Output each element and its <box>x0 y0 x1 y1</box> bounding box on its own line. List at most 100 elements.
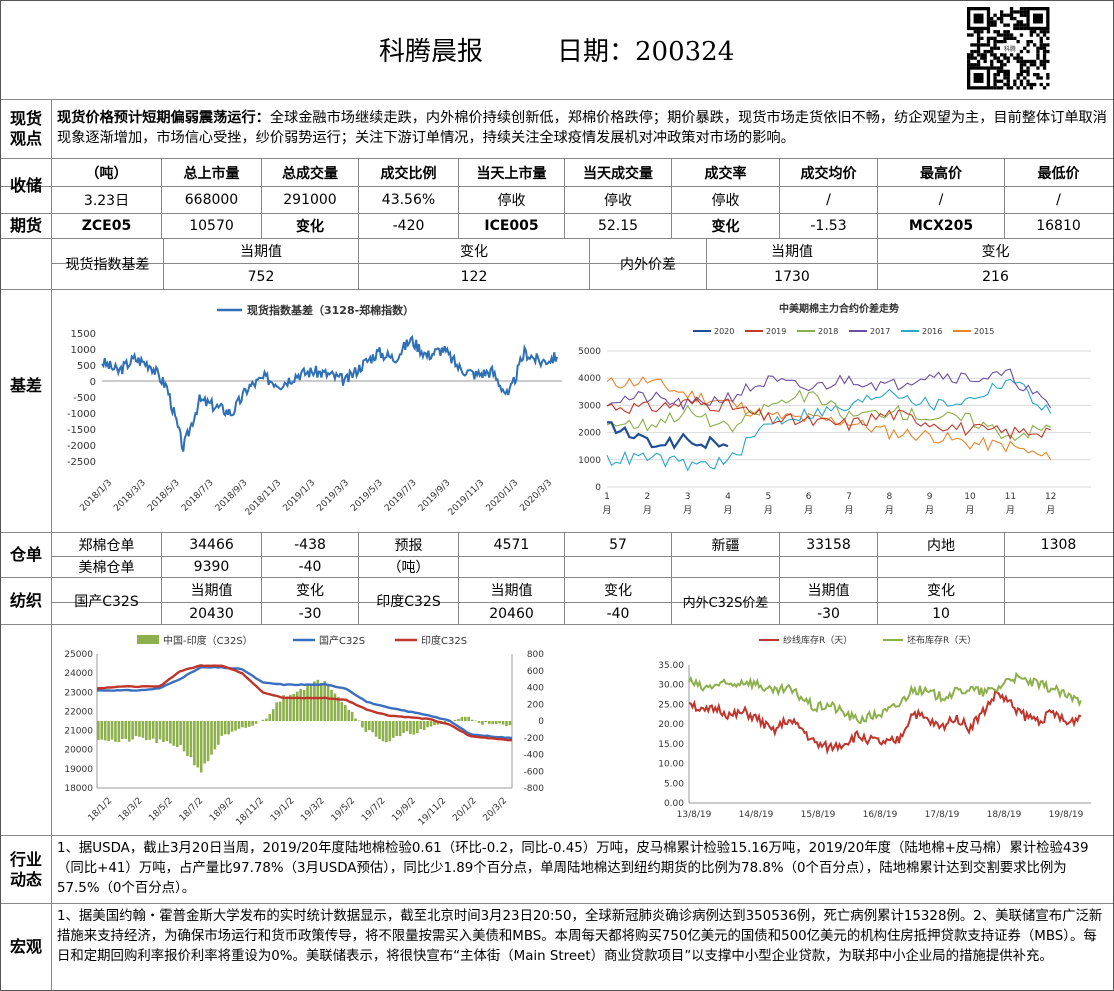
qr-module <box>1019 63 1024 67</box>
qr-module <box>1019 73 1024 77</box>
qr-module <box>996 30 1000 34</box>
bar-mark <box>182 721 186 752</box>
y-tick-label: 5.00 <box>664 779 684 789</box>
qr-module <box>1023 63 1027 67</box>
basis-chart: 1500 1000 500 0 -500 -1000 -1500 -2000 -2500 2018… <box>57 293 567 528</box>
bar-mark <box>145 721 148 741</box>
qr-module <box>1009 53 1014 57</box>
qr-module <box>1026 59 1030 64</box>
qr-module <box>1003 33 1007 37</box>
x-tick-number: 12 <box>1045 492 1056 502</box>
yarn-head-current-1: 当期值 <box>190 583 233 599</box>
futures-value-cell-1: 10570 <box>189 218 234 234</box>
chart-title: 中美期棉主力合约价差走势 <box>779 302 899 315</box>
qr-module <box>1000 59 1004 64</box>
section-futures-label: 期货 <box>9 216 42 235</box>
qr-module <box>980 56 984 60</box>
qr-module <box>993 13 997 17</box>
qr-module <box>973 56 977 60</box>
yarn-head-change-1: 变化 <box>296 583 324 599</box>
bar-mark <box>241 721 244 728</box>
basis-head-current: 当期值 <box>240 244 282 260</box>
bar-mark <box>299 688 302 721</box>
storage-value-cell-6: 停收 <box>711 193 740 209</box>
qr-module <box>1003 82 1007 87</box>
qr-module <box>996 16 1000 21</box>
bar-mark <box>323 681 326 721</box>
qr-module <box>1006 13 1010 17</box>
y2-tick-label: -600 <box>524 767 545 777</box>
qr-module <box>993 73 997 77</box>
bar-mark <box>319 682 323 721</box>
qr-module <box>1029 59 1033 64</box>
warehouse-r1-cell-6: 新疆 <box>711 537 740 554</box>
x-tick-number: 5 <box>765 492 771 502</box>
bar-mark <box>199 721 203 773</box>
y-tick-label: 23000 <box>64 688 93 698</box>
bar-mark <box>501 721 505 725</box>
futures-value-cell-5: 52.15 <box>597 218 639 234</box>
qr-module <box>993 82 997 87</box>
storage-value-cell-3: 43.56% <box>381 192 436 208</box>
qr-module <box>1033 30 1037 34</box>
bar-mark <box>193 721 196 766</box>
qr-module <box>996 66 1000 70</box>
qr-module <box>1013 26 1017 31</box>
qr-module <box>1016 76 1020 80</box>
qr-module <box>1042 30 1047 34</box>
qr-module <box>990 66 994 70</box>
qr-module <box>996 59 1000 64</box>
bar-mark <box>453 719 457 721</box>
bar-mark <box>405 721 409 732</box>
x-tick-month: 月 <box>844 505 853 516</box>
storage-value-cell-0: 3.23日 <box>83 193 130 209</box>
bar-mark <box>463 716 467 721</box>
qr-module <box>996 46 1000 50</box>
report-title: 科腾晨报 <box>378 36 483 67</box>
qr-module <box>993 30 997 34</box>
qr-module <box>1019 69 1024 73</box>
qr-module <box>1039 63 1043 67</box>
x-tick-label: 18/11/2 <box>234 796 266 828</box>
x-tick-month: 月 <box>643 505 652 516</box>
qr-module <box>983 43 987 47</box>
qr-module <box>1006 69 1010 73</box>
qr-module <box>970 56 974 60</box>
futures-value-cell-9: 16810 <box>1036 218 1081 234</box>
basis-change-inout: 216 <box>982 268 1009 285</box>
y-tick-label: 2000 <box>578 429 601 439</box>
qr-module <box>1023 7 1027 11</box>
x-tick-number: 9 <box>927 492 933 502</box>
bar-mark <box>385 721 388 743</box>
qr-finder <box>973 73 984 83</box>
warehouse-r1-cell-1: 34466 <box>189 536 234 553</box>
qr-module <box>990 20 994 24</box>
bar-mark <box>415 721 419 734</box>
qr-module <box>1006 82 1010 87</box>
y-tick-label: 24000 <box>64 669 93 679</box>
bar-mark <box>433 721 436 726</box>
x-tick-label: 20/3/2 <box>482 796 510 824</box>
bar-mark <box>422 721 426 731</box>
y-tick-label: 0 <box>90 377 96 388</box>
bar-mark <box>467 716 471 721</box>
qr-module <box>1026 69 1030 73</box>
qr-code: 科腾 <box>965 6 1079 90</box>
qr-module <box>1042 33 1047 37</box>
qr-module <box>1006 30 1010 34</box>
x-tick-label: 2019/1/3 <box>282 478 318 514</box>
qr-module <box>1016 86 1020 90</box>
section-macro-label: 宏观 <box>9 937 42 956</box>
qr-module <box>993 76 997 80</box>
bar-mark <box>278 701 282 721</box>
qr-module <box>1013 79 1017 83</box>
qr-module <box>996 86 1000 90</box>
qr-module <box>1003 69 1007 73</box>
qr-module <box>1026 49 1030 54</box>
inventory-chart: 35.00 30.00 25.00 20.00 15.00 10.00 5.00 0.00 13… <box>641 627 1101 832</box>
bar-mark <box>247 721 251 727</box>
storage-header-cell-8: 最高价 <box>920 165 962 182</box>
qr-module <box>990 49 994 54</box>
qr-module <box>1029 82 1033 87</box>
x-tick-label: 18/9/2 <box>208 796 236 824</box>
